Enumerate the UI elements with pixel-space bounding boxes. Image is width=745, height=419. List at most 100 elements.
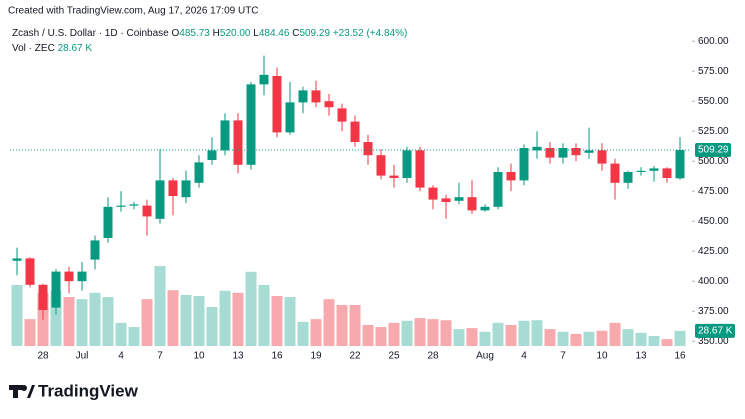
ohlc-value: 520.00 (220, 28, 251, 39)
x-tick-label: 28 (37, 351, 49, 362)
ohlc-value: 509.29 (299, 28, 330, 39)
candle-body (142, 205, 152, 217)
x-tick-label: 13 (635, 351, 647, 362)
y-tick-label: 475.00 (698, 186, 729, 197)
candle-body (441, 198, 451, 202)
candle-body (571, 148, 581, 156)
x-tick-label: 28 (427, 351, 439, 362)
volume-bar (492, 322, 504, 346)
volume-bar (453, 329, 465, 346)
volume-tag-label: 28.67 K (698, 326, 733, 337)
logo-icon (27, 385, 35, 398)
volume-bar (609, 322, 621, 346)
volume-bar (466, 328, 478, 346)
candle-body (610, 163, 620, 183)
volume-bar (375, 327, 387, 346)
candle-body (103, 206, 113, 238)
candle-body (415, 150, 425, 188)
candle-body (324, 101, 334, 108)
candle-body (168, 180, 178, 196)
candle-body (493, 172, 503, 207)
y-tick-label: 600.00 (698, 36, 729, 47)
x-tick-label: 7 (560, 351, 566, 362)
header: Zcash / U.S. Dollar · 1D · Coinbase O485… (12, 28, 407, 54)
volume-bar (141, 299, 153, 346)
x-tick-label: 16 (674, 351, 686, 362)
volume-title: Vol · ZEC (12, 43, 55, 54)
candle-body (467, 197, 477, 211)
candle-body (12, 258, 22, 261)
volume-bar (648, 336, 660, 346)
y-tick-label: 425.00 (698, 246, 729, 257)
candle-body (311, 90, 321, 103)
volume-bar (596, 330, 608, 346)
volume-bar (76, 299, 88, 346)
y-tick-label: 550.00 (698, 96, 729, 107)
volume-bar (622, 329, 634, 346)
candle-body (363, 142, 373, 156)
volume-bar (635, 332, 647, 346)
created-with: Created with TradingView.com, Aug 17, 20… (8, 6, 259, 17)
y-tick-label: 575.00 (698, 66, 729, 77)
candle-body (532, 146, 542, 151)
volume-bar (479, 331, 491, 346)
volume-bar (219, 290, 231, 346)
volume-bar (180, 294, 192, 346)
volume-bar (401, 320, 413, 346)
y-tick-label: 375.00 (698, 306, 729, 317)
y-tick-label: 450.00 (698, 216, 729, 227)
volume-bar (440, 320, 452, 346)
volume-bar (193, 296, 205, 346)
volume-bar (674, 330, 686, 346)
logo-icon (21, 385, 27, 391)
x-tick-label: 7 (157, 351, 163, 362)
logo-icon (13, 385, 18, 398)
volume-bar (102, 297, 114, 346)
candle-body (51, 271, 61, 308)
volume-bar (271, 296, 283, 346)
candle-body (597, 150, 607, 164)
volume-bar (50, 290, 62, 346)
symbol-line: Zcash / U.S. Dollar · 1D · Coinbase O485… (12, 28, 407, 39)
volume-bar (570, 333, 582, 346)
x-tick-label: 10 (596, 351, 608, 362)
volume-bar (11, 284, 23, 346)
x-tick-label: 4 (118, 351, 124, 362)
candle-body (350, 121, 360, 142)
y-tick-label: 350.00 (698, 336, 729, 347)
volume-bar (544, 329, 556, 346)
x-tick-label: 10 (193, 351, 205, 362)
change: +23.52 (+4.84%) (333, 28, 408, 39)
ohlc-key: O (172, 28, 180, 39)
x-tick-label: Aug (476, 351, 494, 362)
volume-bar (583, 331, 595, 346)
volume-bar (349, 304, 361, 346)
candle-body (246, 84, 256, 165)
volume-bar (505, 324, 517, 346)
x-tick-label: 25 (388, 351, 400, 362)
x-tick-label: 13 (232, 351, 244, 362)
volume-bar (232, 292, 244, 346)
symbol: Zcash / U.S. Dollar · 1D · Coinbase (12, 28, 169, 39)
logo-text: TradingView (38, 381, 139, 400)
volume-bar (388, 322, 400, 346)
ohlc-key: H (213, 28, 220, 39)
logo: TradingView (9, 381, 139, 400)
volume-bar (414, 318, 426, 346)
candle-body (454, 197, 464, 201)
candle-body (220, 120, 230, 151)
candle-body (77, 271, 87, 282)
y-tick-label: 500.00 (698, 156, 729, 167)
candle-body (259, 74, 269, 85)
ohlc-key: C (292, 28, 299, 39)
volume-bar (531, 320, 543, 346)
candle-body (272, 76, 282, 133)
volume-bar (336, 304, 348, 346)
plot: 350.00 375.00 400.00 425.00 450.00 475.00 500.… (10, 36, 735, 362)
volume-bar (154, 266, 166, 346)
ohlc-key: L (253, 28, 259, 39)
candle-body (584, 150, 594, 153)
volume-bar (297, 321, 309, 346)
candle-body (675, 150, 685, 179)
